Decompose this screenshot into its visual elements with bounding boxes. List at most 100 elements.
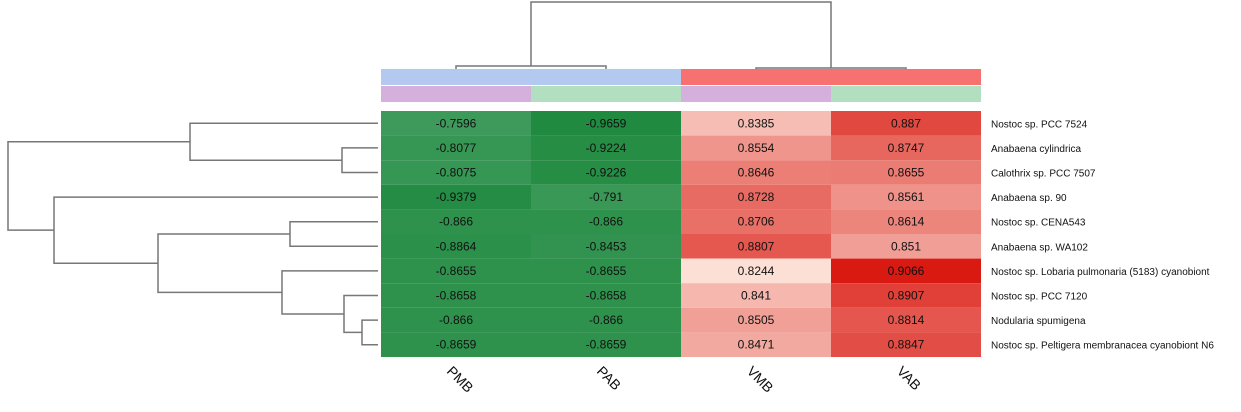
heatmap-cells: -0.7596 -0.9659 0.8385 0.887 -0.8077 -0.9224 0… xyxy=(381,111,981,357)
heatmap-cell xyxy=(381,307,531,333)
cell-value-label: -0.866 xyxy=(439,313,473,327)
heatmap-cell xyxy=(381,258,531,284)
column-annotation-bars xyxy=(381,69,981,102)
heatmap-cell xyxy=(831,160,981,185)
column-dendrogram xyxy=(455,1,907,69)
heatmap-cell xyxy=(531,135,681,161)
heatmap-cell xyxy=(681,258,831,284)
cell-value-label: -0.8864 xyxy=(436,239,477,253)
cell-value-label: -0.9224 xyxy=(586,141,627,155)
heatmap-cell xyxy=(531,307,681,333)
heatmap-cell xyxy=(831,111,981,136)
column-annotation-cell xyxy=(831,86,981,102)
cell-value-label: -0.9379 xyxy=(436,190,477,204)
heatmap-cell xyxy=(681,283,831,308)
cell-value-label: -0.9659 xyxy=(586,116,627,130)
column-dendrogram-branch xyxy=(530,1,832,68)
heatmap-cell xyxy=(831,258,981,284)
column-annotation-cell xyxy=(381,69,531,85)
heatmap-cell xyxy=(831,332,981,357)
column-annotation-cell xyxy=(831,69,981,85)
cell-value-label: 0.8847 xyxy=(888,338,925,352)
cell-value-label: -0.8075 xyxy=(436,166,477,180)
cell-value-label: 0.8747 xyxy=(888,141,925,155)
cell-value-label: 0.8614 xyxy=(888,215,925,229)
heatmap-cell xyxy=(531,234,681,259)
cell-value-label: 0.8385 xyxy=(738,116,775,130)
cell-value-label: 0.9066 xyxy=(888,264,925,278)
row-label: Nostoc sp. PCC 7120 xyxy=(991,292,1088,303)
cell-value-label: -0.8658 xyxy=(436,289,477,303)
cell-value-label: 0.8907 xyxy=(888,289,925,303)
cell-value-label: -0.8658 xyxy=(586,289,627,303)
row-label: Nostoc sp. PCC 7524 xyxy=(991,119,1088,130)
heatmap-cell xyxy=(681,234,831,259)
cell-value-label: 0.8561 xyxy=(888,190,925,204)
heatmap-cell xyxy=(381,332,531,357)
cell-value-label: 0.8554 xyxy=(738,141,775,155)
heatmap-cell xyxy=(531,283,681,308)
column-annotation-cell xyxy=(531,86,681,102)
cell-value-label: 0.841 xyxy=(741,289,771,303)
column-label: VAB xyxy=(894,363,924,393)
row-dendrogram-branch xyxy=(7,141,190,231)
column-annotation-cell xyxy=(681,86,831,102)
heatmap-cell xyxy=(831,283,981,308)
heatmap-cell xyxy=(531,209,681,234)
row-dendrogram-branch xyxy=(189,122,378,161)
cell-value-label: -0.866 xyxy=(589,313,623,327)
row-label: Nostoc sp. CENA543 xyxy=(991,218,1086,229)
heatmap-cell xyxy=(381,111,531,136)
column-annotation-cell xyxy=(531,69,681,85)
heatmap-cell xyxy=(381,209,531,234)
cell-value-label: -0.866 xyxy=(589,215,623,229)
heatmap-cell xyxy=(381,135,531,161)
heatmap-cell xyxy=(531,160,681,185)
heatmap-cell xyxy=(531,111,681,136)
row-label: Anabaena sp. WA102 xyxy=(991,242,1088,253)
cell-value-label: 0.8706 xyxy=(738,215,775,229)
heatmap-cell xyxy=(831,135,981,161)
heatmap-cell xyxy=(831,184,981,210)
cell-value-label: -0.8077 xyxy=(436,141,477,155)
cell-value-label: -0.866 xyxy=(439,215,473,229)
heatmap-cell xyxy=(831,307,981,333)
row-dendrogram-branch xyxy=(289,220,378,248)
row-dendrogram-branch xyxy=(281,270,378,315)
cell-value-label: 0.8728 xyxy=(738,190,775,204)
cell-value-label: 0.8646 xyxy=(738,166,775,180)
heatmap-cell xyxy=(381,283,531,308)
heatmap-cell xyxy=(831,209,981,234)
cell-value-label: -0.8659 xyxy=(586,338,627,352)
column-label: PAB xyxy=(594,363,624,393)
row-label: Calothrix sp. PCC 7507 xyxy=(991,169,1096,180)
heatmap-cell xyxy=(681,307,831,333)
heatmap-cell xyxy=(681,111,831,136)
cell-value-label: 0.8471 xyxy=(738,338,775,352)
column-dendrogram-branch xyxy=(455,65,607,69)
cell-value-label: 0.8814 xyxy=(888,313,925,327)
cell-value-label: -0.9226 xyxy=(586,166,627,180)
heatmap-cell xyxy=(681,160,831,185)
cell-value-label: 0.8244 xyxy=(738,264,775,278)
column-label: VMB xyxy=(744,363,777,396)
cell-value-label: 0.887 xyxy=(891,116,921,130)
row-dendrogram-branch xyxy=(343,294,378,334)
cell-value-label: -0.8659 xyxy=(436,338,477,352)
heatmap-cell xyxy=(681,135,831,161)
row-dendrogram-branch xyxy=(341,147,378,174)
cell-value-label: 0.851 xyxy=(891,239,921,253)
cell-value-label: -0.8655 xyxy=(586,264,627,278)
row-label: Nodularia spumigena xyxy=(991,316,1086,327)
row-dendrogram xyxy=(7,122,378,346)
cell-value-label: 0.8655 xyxy=(888,166,925,180)
row-label: Anabaena sp. 90 xyxy=(991,193,1067,204)
column-annotation-cell xyxy=(681,69,831,85)
cell-value-label: 0.8807 xyxy=(738,239,775,253)
row-labels: Nostoc sp. PCC 7524 Anabaena cylindrica Ca… xyxy=(991,119,1214,351)
row-label: Nostoc sp. Peltigera membranacea cyanobi… xyxy=(991,341,1214,352)
heatmap-cell xyxy=(531,184,681,210)
heatmap-cell xyxy=(381,234,531,259)
heatmap-cell xyxy=(681,209,831,234)
